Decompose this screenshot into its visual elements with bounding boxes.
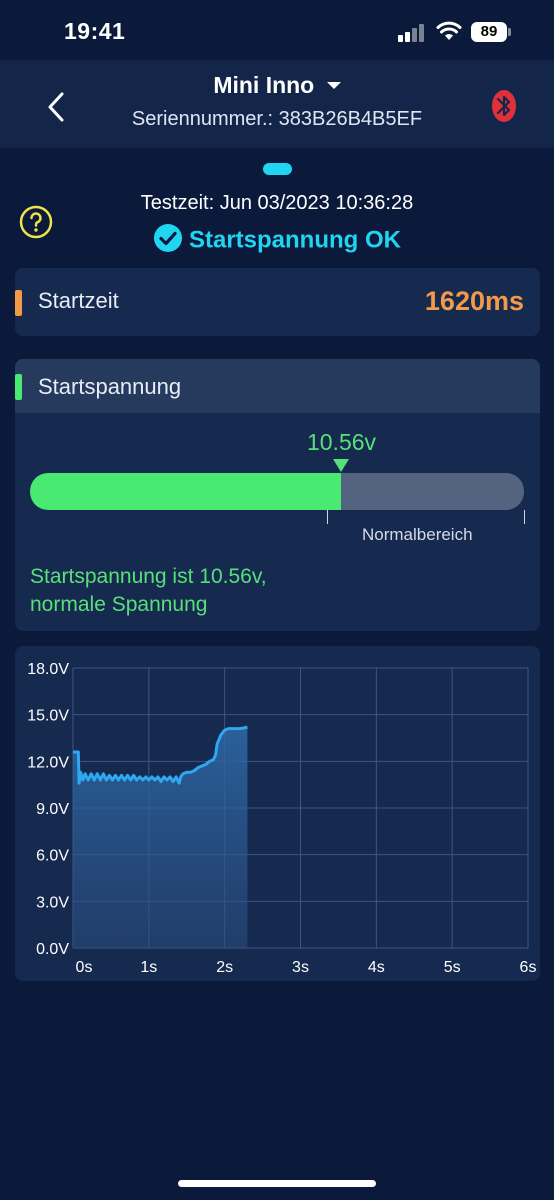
start-voltage-card: Startspannung 10.56v Normalbereich Start…: [15, 359, 540, 631]
start-time-card: Startzeit 1620ms: [15, 268, 540, 336]
chart-x-tick-label: 4s: [368, 959, 385, 976]
voltage-chart: 0.0V 3.0V 6.0V 9.0V 12.0V 15.0V 18.0V 0s 1s 2s 3s 4…: [27, 661, 537, 976]
help-icon[interactable]: [18, 204, 54, 240]
chart-y-tick-label: 6.0V: [36, 848, 69, 865]
chart-y-tick-label: 12.0V: [27, 754, 69, 771]
test-status-label: Startspannung OK: [188, 226, 401, 254]
chart-y-tick-label: 3.0V: [36, 894, 69, 911]
back-button[interactable]: [42, 90, 72, 124]
voltage-marker-icon: [333, 459, 349, 472]
start-voltage-label: Startspannung: [38, 374, 182, 399]
bluetooth-icon[interactable]: [488, 88, 520, 124]
chart-y-tick-label: 15.0V: [27, 708, 69, 725]
chart-y-tick-label: 0.0V: [36, 941, 69, 958]
voltage-bar-fill: [30, 473, 342, 510]
chart-y-tick-label: 9.0V: [36, 801, 69, 818]
chart-x-tick-label: 1s: [140, 959, 157, 976]
serial-number: Seriennummer.: 383B26B4B5EF: [131, 108, 423, 130]
battery-icon: 89: [471, 22, 507, 42]
chart-voltage-line: [73, 725, 248, 785]
check-circle-icon: [153, 224, 182, 252]
status-time: 19:41: [64, 18, 126, 44]
start-time-label: Startzeit: [38, 288, 119, 313]
normal-range-label: Normalbereich: [362, 525, 473, 544]
chart-y-tick-label: 18.0V: [27, 661, 69, 678]
voltage-message-line1: Startspannung ist 10.56v,: [30, 565, 267, 588]
chart-x-tick-label: 2s: [216, 959, 233, 976]
chart-x-tick-label: 0s: [76, 959, 93, 976]
chart-x-tick-label: 5s: [444, 959, 461, 976]
device-selector[interactable]: Mini Inno: [0, 72, 554, 99]
battery-tip: [508, 28, 511, 36]
chart-x-tick-label: 3s: [292, 959, 309, 976]
page-indicator: [263, 163, 292, 175]
voltage-bar: [30, 473, 524, 510]
voltage-chart-card: 0.0V 3.0V 6.0V 9.0V 12.0V 15.0V 18.0V 0s 1s 2s 3s 4…: [15, 646, 540, 981]
wifi-icon: [436, 21, 462, 40]
cellular-signal-icon: [398, 24, 424, 42]
start-voltage-accent: [15, 374, 22, 400]
chart-area: [73, 727, 248, 948]
app-header: Mini Inno Seriennummer.: 383B26B4B5EF: [0, 60, 554, 148]
start-voltage-header: Startspannung: [15, 359, 540, 413]
range-tick-end: [524, 510, 525, 524]
home-indicator: [178, 1180, 376, 1187]
start-time-value: 1620ms: [424, 286, 524, 316]
status-bar: 19:41 89: [0, 0, 554, 60]
start-voltage-value: 10.56v: [306, 429, 377, 455]
range-tick-start: [327, 510, 328, 524]
test-time: Testzeit: Jun 03/2023 10:36:28: [140, 192, 414, 214]
test-status: Startspannung OK: [0, 224, 554, 256]
start-time-accent: [15, 290, 22, 316]
voltage-message: Startspannung ist 10.56v, normale Spannu…: [30, 563, 267, 619]
chart-x-tick-label: 6s: [520, 959, 537, 976]
chevron-down-icon: [326, 82, 341, 90]
voltage-message-line2: normale Spannung: [30, 593, 208, 616]
device-title: Mini Inno: [213, 72, 315, 98]
